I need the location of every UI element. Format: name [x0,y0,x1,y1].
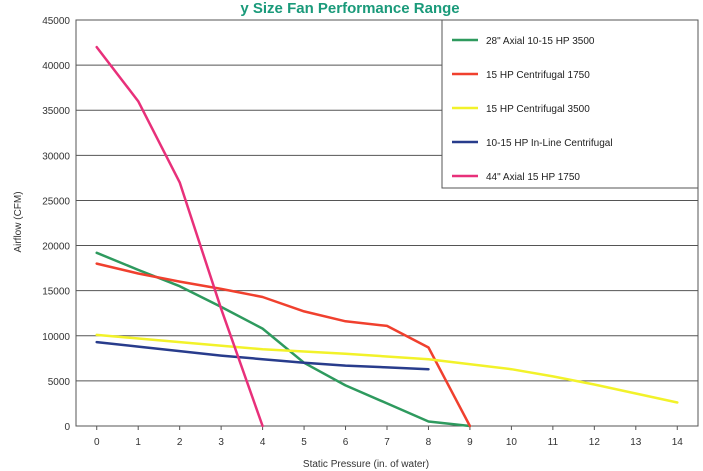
series-line-5 [95,45,264,428]
y-tick-label: 30000 [42,151,70,162]
y-tick-label: 25000 [42,196,70,207]
series-line-3 [95,333,679,404]
y-tick-label: 35000 [42,106,70,117]
x-axis-title: Static Pressure (in. of water) [303,459,429,470]
x-tick-label: 9 [467,437,473,448]
legend-entry-label: 15 HP Centrifugal 3500 [486,104,590,115]
y-tick-label: 5000 [48,377,71,388]
x-tick-label: 7 [384,437,390,448]
series-line-4 [95,340,430,371]
x-tick-label: 5 [301,437,307,448]
x-tick-label: 3 [218,437,224,448]
series-line-2 [95,262,472,428]
legend-entry-label: 44" Axial 15 HP 1750 [486,172,580,183]
x-tick-label: 12 [589,437,601,448]
series-lines [95,45,679,428]
legend-entry-label: 15 HP Centrifugal 1750 [486,70,590,81]
x-tick-label: 0 [94,437,100,448]
y-tick-label: 10000 [42,332,70,343]
y-axis-ticks: 0 5000 10000 15000 20000 25000 30000 35000 40000… [42,16,70,433]
x-tick-label: 8 [426,437,432,448]
x-tick-label: 1 [135,437,141,448]
x-tick-label: 13 [630,437,642,448]
x-axis-ticks: 0 1 2 3 4 5 6 7 8 9 10 11 12 13 14 [94,426,683,448]
legend-entry-label: 28" Axial 10-15 HP 3500 [486,36,595,47]
x-tick-label: 10 [506,437,518,448]
x-tick-label: 2 [177,437,183,448]
top-strip-text: y Size Fan Performance Range [240,0,459,17]
y-tick-label: 0 [64,422,70,433]
x-tick-label: 11 [548,437,559,448]
y-tick-label: 15000 [42,287,70,298]
x-tick-label: 4 [260,437,266,448]
y-axis-title: Airflow (CFM) [13,191,24,252]
legend-entry-label: 10-15 HP In-Line Centrifugal [486,138,613,149]
legend-box [441,19,699,189]
y-tick-label: 40000 [42,61,70,72]
y-tick-label: 20000 [42,242,70,253]
x-tick-label: 14 [672,437,684,448]
legend: 28" Axial 10-15 HP 3500 15 HP Centrifugal… [441,19,699,189]
x-tick-label: 6 [343,437,349,448]
y-tick-label: 45000 [42,16,70,27]
